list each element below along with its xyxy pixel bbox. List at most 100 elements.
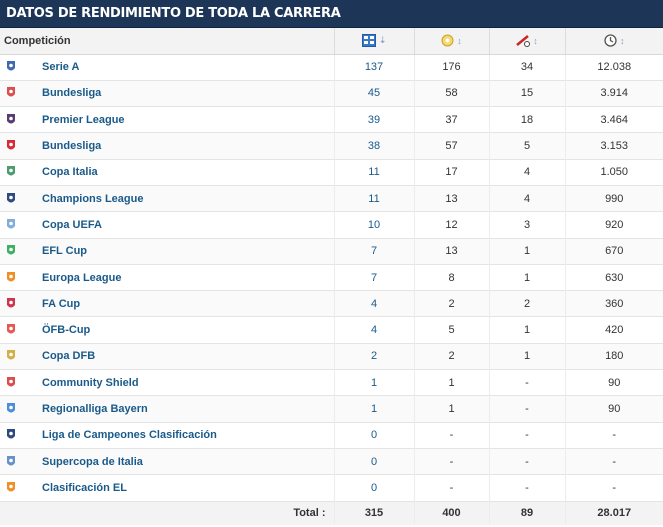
assists-column-header[interactable]: ↕ xyxy=(488,28,565,55)
goals-value: 17 xyxy=(413,159,489,186)
goals-value: 13 xyxy=(413,238,489,265)
assists-value: 2 xyxy=(488,290,565,317)
goals-value: 13 xyxy=(413,185,489,212)
assists-value: 4 xyxy=(488,185,565,212)
competition-link[interactable]: FA Cup xyxy=(42,297,81,310)
competition-link[interactable]: Premier League xyxy=(42,113,125,126)
goals-value: 58 xyxy=(413,80,489,107)
assists-icon xyxy=(516,35,531,48)
competition-link[interactable]: Liga de Campeones Clasificación xyxy=(42,429,217,442)
table-row: Regionalliga Bayern 1 1-90 xyxy=(0,395,663,423)
minutes-value: 3.153 xyxy=(564,132,663,160)
regionalliga-bayern-logo-icon xyxy=(4,402,18,416)
competition-cell: Copa DFB xyxy=(0,343,334,369)
assists-value: 15 xyxy=(488,80,565,107)
appearances-value[interactable]: 10 xyxy=(333,211,414,239)
appearances-value[interactable]: 4 xyxy=(333,316,414,344)
appearances-value[interactable]: 11 xyxy=(333,185,414,212)
goals-value: - xyxy=(413,474,489,502)
community-shield-logo-icon xyxy=(4,376,18,390)
competition-link[interactable]: Copa UEFA xyxy=(42,218,102,231)
appearances-value[interactable]: 4 xyxy=(333,290,414,317)
champions-qualifying-logo-icon xyxy=(4,428,18,442)
appearances-value[interactable]: 137 xyxy=(333,54,414,81)
premier-league-logo-icon xyxy=(4,113,18,127)
competition-link[interactable]: Regionalliga Bayern xyxy=(42,403,148,415)
appearances-value[interactable]: 1 xyxy=(333,395,414,423)
competition-link[interactable]: Champions League xyxy=(42,192,144,205)
table-row: Premier League 39 37 18 3.464 xyxy=(0,106,663,133)
minutes-value: 360 xyxy=(564,290,663,317)
europa-league-qualifying-logo-icon xyxy=(4,481,18,495)
competition-link[interactable]: Copa Italia xyxy=(42,166,98,179)
appearances-value[interactable]: 38 xyxy=(333,132,414,160)
total-minutes: 28.017 xyxy=(564,501,663,526)
assists-value: - xyxy=(488,474,565,502)
competition-cell: EFL Cup xyxy=(0,238,334,264)
minutes-value: 3.914 xyxy=(564,80,663,107)
appearances-value[interactable]: 45 xyxy=(333,80,414,107)
table-row: EFL Cup 7 13 1 670 xyxy=(0,238,663,265)
table-row: Clasificación EL 0- - - xyxy=(0,474,663,502)
appearances-value[interactable]: 0 xyxy=(333,448,414,475)
goals-value: 8 xyxy=(413,264,489,291)
table-row: Europa League 7 8 1 630 xyxy=(0,264,663,291)
competition-link[interactable]: Bundesliga xyxy=(42,140,102,153)
copa-uefa-logo-icon xyxy=(4,218,18,232)
minutes-value: 12.038 xyxy=(564,54,663,81)
competition-cell: Supercopa de Italia xyxy=(0,448,334,474)
competition-link[interactable]: Clasificación EL xyxy=(42,481,127,494)
totals-label: Total : xyxy=(293,507,326,520)
appearances-value[interactable]: 0 xyxy=(333,474,414,502)
competition-link[interactable]: ÖFB-Cup xyxy=(42,324,91,337)
minutes-value: 1.050 xyxy=(564,159,663,186)
assists-value: 4 xyxy=(488,159,565,186)
appearances-column-header[interactable]: ⇣ xyxy=(333,28,414,55)
minutes-clock-icon xyxy=(604,34,617,47)
competition-header: Competición xyxy=(0,28,334,55)
assists-value: 5 xyxy=(488,132,565,160)
competition-cell: Community Shield xyxy=(0,370,334,396)
appearances-value[interactable]: 2 xyxy=(333,343,414,370)
assists-value: 18 xyxy=(488,106,565,133)
competition-link[interactable]: Community Shield xyxy=(42,376,139,389)
goals-column-header[interactable]: ↕ xyxy=(413,28,489,55)
competition-cell: Bundesliga xyxy=(0,133,334,159)
appearances-value[interactable]: 11 xyxy=(333,159,414,186)
competition-link[interactable]: Serie A xyxy=(42,61,80,74)
goals-value: 176 xyxy=(413,54,489,81)
goals-value: 12 xyxy=(413,211,489,239)
goals-value: 2 xyxy=(413,343,489,370)
table-row: Bundesliga 38 57 5 3.153 xyxy=(0,132,663,160)
table-row: Community Shield 1 1-90 xyxy=(0,369,663,396)
competition-link[interactable]: Copa DFB xyxy=(42,350,96,363)
minutes-value: 990 xyxy=(564,185,663,212)
competition-cell: Copa UEFA xyxy=(0,212,334,238)
sort-icon: ↕ xyxy=(620,35,625,46)
assists-value: 1 xyxy=(488,238,565,265)
competition-link[interactable]: EFL Cup xyxy=(42,245,88,258)
assists-value: - xyxy=(488,395,565,423)
competition-link[interactable]: Europa League xyxy=(42,271,122,284)
appearances-value[interactable]: 39 xyxy=(333,106,414,133)
total-assists: 89 xyxy=(488,501,565,526)
efl-cup-logo-icon xyxy=(4,244,18,258)
appearances-value[interactable]: 1 xyxy=(333,369,414,396)
competition-cell: Champions League xyxy=(0,185,334,211)
competition-cell: ÖFB-Cup xyxy=(0,317,334,343)
appearances-value[interactable]: 7 xyxy=(333,238,414,265)
appearances-value[interactable]: 7 xyxy=(333,264,414,291)
competition-link[interactable]: Bundesliga xyxy=(42,87,102,100)
copa-dfb-logo-icon xyxy=(4,349,18,363)
minutes-value: 670 xyxy=(564,238,663,265)
goals-value: 1 xyxy=(413,369,489,396)
assists-value: 1 xyxy=(488,264,565,291)
serie-a-logo-icon xyxy=(4,60,18,74)
appearances-value[interactable]: 0 xyxy=(333,422,414,449)
minutes-column-header[interactable]: ↕ xyxy=(564,28,663,55)
goals-value: - xyxy=(413,448,489,475)
competition-cell: FA Cup xyxy=(0,291,334,317)
table-header-row: Competición ⇣ xyxy=(0,28,663,55)
competition-link[interactable]: Supercopa de Italia xyxy=(42,455,143,468)
minutes-value: 90 xyxy=(564,395,663,423)
